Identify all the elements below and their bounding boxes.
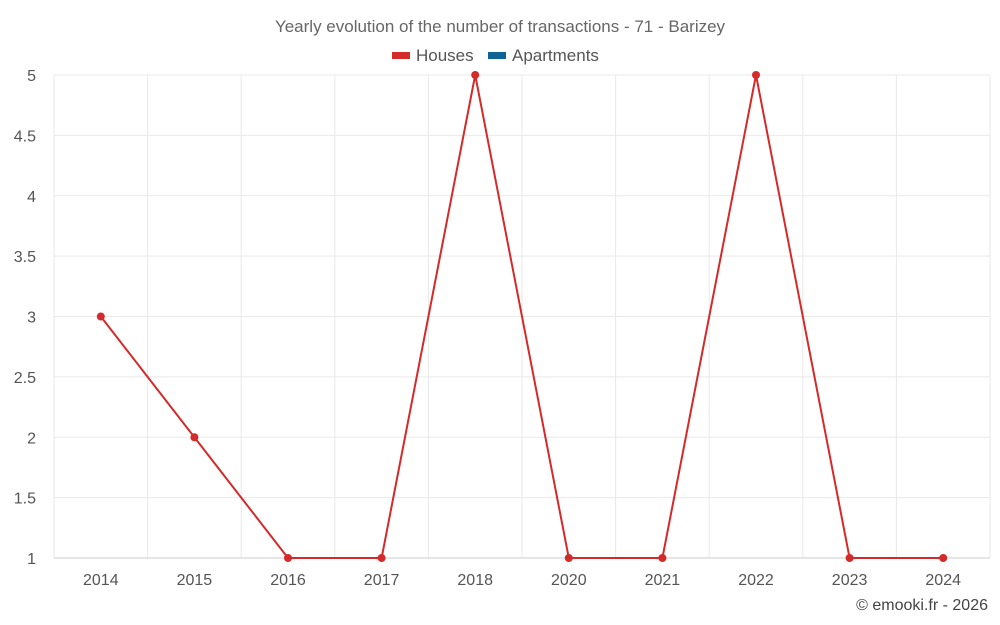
data-point[interactable] <box>939 554 948 562</box>
axes: 1 1.5 2 2.5 3 3.5 4 4.5 5 2014 2015 2016 2017 2018 202… <box>14 68 990 589</box>
x-tick-label: 2024 <box>925 572 961 589</box>
series-line-houses <box>100 74 944 559</box>
y-tick-label: 1.5 <box>14 491 36 508</box>
x-tick-label: 2023 <box>832 572 868 589</box>
legend: Houses Apartments <box>392 46 599 65</box>
chart-title: Yearly evolution of the number of transa… <box>275 17 726 36</box>
x-tick-label: 2015 <box>177 572 213 589</box>
x-tick-label: 2018 <box>457 572 493 589</box>
x-tick-label: 2022 <box>738 572 774 589</box>
x-tick-label: 2020 <box>551 572 587 589</box>
y-tick-label: 2 <box>27 430 36 447</box>
data-point[interactable] <box>564 554 573 562</box>
y-tick-label: 1 <box>27 551 36 568</box>
legend-item-houses[interactable]: Houses <box>392 46 474 65</box>
y-tick-label: 3.5 <box>14 249 36 266</box>
data-point[interactable] <box>190 433 199 442</box>
x-tick-label: 2016 <box>270 572 306 589</box>
legend-item-apartments[interactable]: Apartments <box>488 46 599 65</box>
data-point[interactable] <box>471 71 480 79</box>
legend-label-houses: Houses <box>416 46 474 65</box>
series-houses <box>96 71 948 562</box>
legend-swatch-houses <box>392 52 410 59</box>
y-tick-label: 5 <box>27 68 36 85</box>
x-tick-label: 2017 <box>364 572 400 589</box>
data-point[interactable] <box>96 312 105 321</box>
data-point[interactable] <box>658 554 667 562</box>
legend-swatch-apartments <box>488 52 506 59</box>
x-tick-label: 2021 <box>645 572 681 589</box>
credit-text: © emooki.fr - 2026 <box>856 597 988 614</box>
data-point[interactable] <box>377 554 386 562</box>
y-tick-label: 4.5 <box>14 128 36 145</box>
y-tick-label: 3 <box>27 310 36 327</box>
data-point[interactable] <box>284 554 292 562</box>
y-tick-label: 2.5 <box>14 370 36 387</box>
data-point[interactable] <box>845 554 854 562</box>
data-point[interactable] <box>752 71 760 79</box>
y-tick-label: 4 <box>27 189 36 206</box>
x-tick-label: 2014 <box>83 572 119 589</box>
legend-label-apartments: Apartments <box>512 46 599 65</box>
